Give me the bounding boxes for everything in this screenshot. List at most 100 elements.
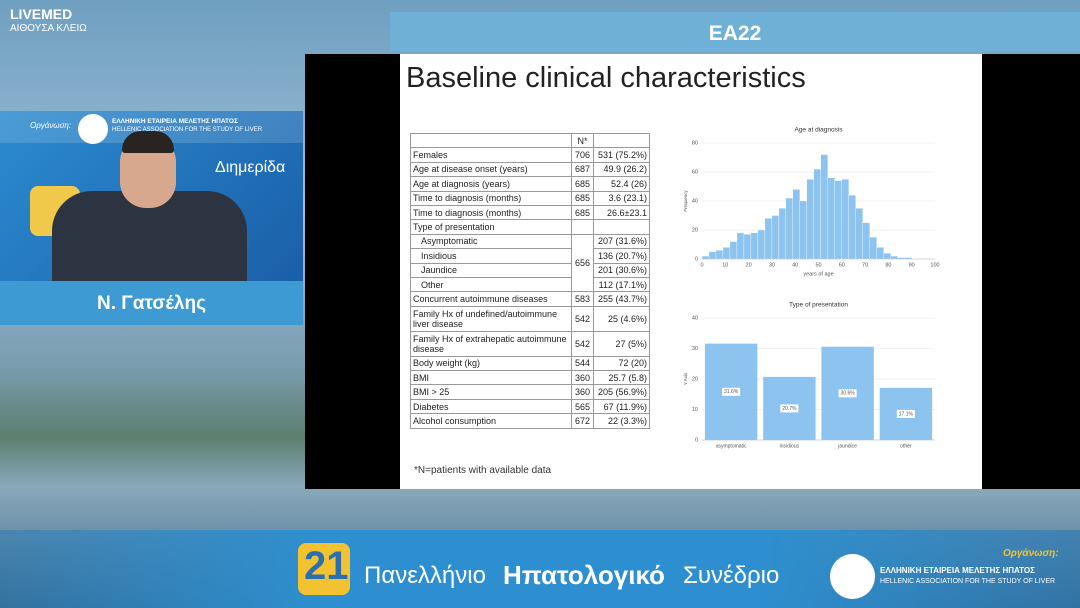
bar xyxy=(799,200,808,260)
x-tick-label: 80 xyxy=(885,262,891,268)
cell: 25.7 (5.8) xyxy=(593,370,650,386)
bar xyxy=(813,168,821,260)
row: Family Hx of extrahepatic autoimmune dis… xyxy=(410,330,650,357)
y-tick-label: 40 xyxy=(692,198,698,204)
cell: Family Hx of extrahepatic autoimmune dis… xyxy=(410,330,572,357)
cell: 360 xyxy=(571,384,594,400)
bar xyxy=(890,255,898,260)
row: Asymptomatic 656 207 (31.6%) xyxy=(410,233,650,293)
bar xyxy=(778,208,787,260)
row: Diabetes 565 67 (11.9%) xyxy=(410,398,650,415)
bar xyxy=(722,247,731,260)
cell: Time to diagnosis (months) xyxy=(410,190,572,206)
y-tick-label: 40 xyxy=(692,315,698,321)
footer: 21 Πανελλήνιο Ηπατολογικό Συνέδριο Οργάν… xyxy=(0,530,1080,608)
edition: 21 xyxy=(304,544,349,588)
row: Alcohol consumption 672 22 (3.3%) xyxy=(410,413,650,429)
cell: Diabetes xyxy=(410,398,572,415)
label-box xyxy=(722,387,741,396)
bar xyxy=(708,251,717,260)
cell: Insidious xyxy=(410,248,572,264)
cell: Family Hx of undefined/autoimmune liver … xyxy=(410,305,572,332)
bar xyxy=(736,232,745,260)
y-axis-label: Frequency xyxy=(683,190,688,212)
bar xyxy=(855,208,863,260)
bar xyxy=(701,255,710,260)
row: Jaundice 201 (30.6%) xyxy=(410,262,650,278)
bar xyxy=(848,195,856,260)
bar xyxy=(841,179,849,260)
cell: 201 (30.6%) xyxy=(593,262,650,278)
x-tick-label: asymptomatic xyxy=(716,443,747,449)
row: Body weight (kg) 544 72 (20) xyxy=(410,355,650,372)
table: N* Females 706 531 (75.2%) Age at disease on… xyxy=(410,132,650,429)
cell: BMI > 25 xyxy=(410,384,572,400)
cell: 706 xyxy=(571,147,594,163)
cell: 542 xyxy=(571,305,594,332)
brand: LIVEMED xyxy=(10,6,73,22)
x-tick-label: 30 xyxy=(769,262,775,268)
x-axis-label: years of age xyxy=(803,271,833,277)
cell: N* xyxy=(571,132,594,149)
org-gr: ΕΛΛΗΝΙΚΗ ΕΤΑΙΡΕΙΑ ΜΕΛΕΤΗΣ ΗΠΑΤΟΣ xyxy=(112,118,238,125)
value-label: 30.6% xyxy=(841,391,856,397)
row: Other 112 (17.1%) xyxy=(410,276,650,293)
x-tick-label: 40 xyxy=(792,262,798,268)
cell: 531 (75.2%) xyxy=(593,147,650,163)
cell: Age at diagnosis (years) xyxy=(410,176,572,192)
y-tick-label: 0 xyxy=(695,437,698,443)
y-tick-label: 30 xyxy=(692,346,698,352)
cell xyxy=(593,219,650,235)
chart-title: Age at diagnosis xyxy=(794,127,843,134)
cell: Time to diagnosis (months) xyxy=(410,204,572,221)
footer-word: Συνέδριο xyxy=(683,562,780,589)
chart-title: Type of presentation xyxy=(789,302,848,309)
cell: 685 xyxy=(571,176,594,192)
cell: Alcohol consumption xyxy=(410,413,572,429)
bar xyxy=(750,232,759,260)
x-tick-label: 60 xyxy=(839,262,845,268)
y-tick-label: 20 xyxy=(692,376,698,382)
x-tick-label: 10 xyxy=(722,262,728,268)
bar xyxy=(820,154,828,260)
cell: 205 (56.9%) xyxy=(593,384,650,400)
cell: 656 xyxy=(571,233,594,293)
org-en: HELLENIC ASSOCIATION FOR THE STUDY OF LI… xyxy=(880,578,1056,585)
bar xyxy=(806,179,814,260)
name-bar: Ν. Γατσέλης xyxy=(0,281,303,325)
footer-word: Ηπατολογικό xyxy=(503,560,665,590)
cell: 52.4 (26) xyxy=(593,176,650,192)
x-tick-label: 100 xyxy=(930,262,939,268)
slide: Baseline clinical characteristics N* Fema… xyxy=(400,54,982,489)
row: Age at disease onset (years) 687 49.9 (26.… xyxy=(410,161,650,178)
bar xyxy=(827,177,835,260)
cell: 685 xyxy=(571,204,594,221)
cell: Type of presentation xyxy=(410,219,572,235)
cell: Age at disease onset (years) xyxy=(410,161,572,178)
row: Insidious 136 (20.7%) xyxy=(410,248,650,264)
value-label: 31.6% xyxy=(724,389,739,395)
cell: 67 (11.9%) xyxy=(593,398,650,415)
histogram: Age at diagnosis Frequency 0 20 40 60 80 0 10 20 3… xyxy=(683,127,939,278)
org-gr: ΕΛΛΗΝΙΚΗ ΕΤΑΙΡΕΙΑ ΜΕΛΕΤΗΣ ΗΠΑΤΟΣ xyxy=(880,566,1035,575)
session: ΕΑ22 xyxy=(708,22,762,45)
bar xyxy=(771,215,780,260)
y-tick-label: 10 xyxy=(692,407,698,413)
row: Time to diagnosis (months) 685 26.6±23.1 xyxy=(410,204,650,221)
logo xyxy=(830,554,875,599)
bar xyxy=(785,197,794,260)
y-tick-label: 60 xyxy=(692,169,698,175)
bar xyxy=(876,247,884,260)
y-tick-label: 80 xyxy=(692,140,698,146)
video: Οργάνωση: ΕΛΛΗΝΙΚΗ ΕΤΑΙΡΕΙΑ ΜΕΛΕΤΗΣ ΗΠΑΤ… xyxy=(0,111,303,281)
bar-chart: Type of presentation Y Axis 0 10 20 30 40 31.6%… xyxy=(683,302,935,449)
footer-word: Πανελλήνιο xyxy=(364,562,486,589)
cell: 687 xyxy=(571,161,594,178)
cell xyxy=(593,132,650,149)
cell: 25 (4.6%) xyxy=(593,305,650,332)
bar xyxy=(764,218,773,260)
cell: 542 xyxy=(571,330,594,357)
row: Family Hx of undefined/autoimmune liver … xyxy=(410,305,650,332)
cell: 207 (31.6%) xyxy=(593,233,650,250)
